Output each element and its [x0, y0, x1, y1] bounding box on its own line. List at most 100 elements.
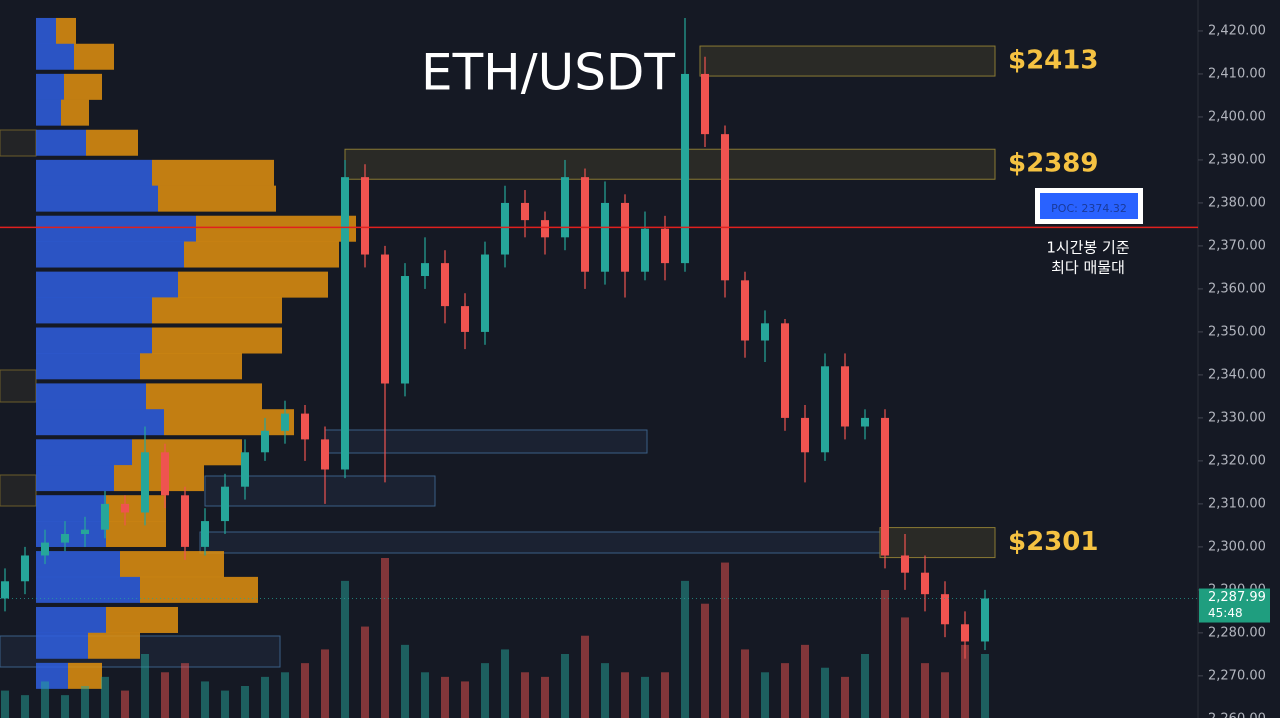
profile-bar: [36, 159, 152, 186]
volume-bar: [721, 562, 729, 718]
candle-body: [1, 581, 9, 599]
profile-bar: [36, 215, 196, 242]
zone-box: [0, 474, 37, 507]
zone-box: [204, 475, 436, 507]
volume-bar: [181, 663, 189, 718]
profile-bar: [106, 606, 178, 633]
volume-bar: [461, 681, 469, 718]
y-tick-label: 2,340.00: [1208, 367, 1266, 382]
volume-bar: [701, 603, 709, 718]
volume-bar: [761, 672, 769, 718]
profile-bar: [36, 17, 56, 44]
candle-body: [821, 366, 829, 453]
volume-bar: [381, 558, 389, 718]
candle-body: [401, 276, 409, 384]
profile-bar: [36, 73, 64, 100]
candle-body: [781, 323, 789, 418]
candle-body: [921, 572, 929, 595]
volume-bar: [641, 676, 649, 718]
volume-bar: [501, 649, 509, 718]
y-tick-label: 2,310.00: [1208, 496, 1266, 511]
candle-body: [341, 177, 349, 470]
candle-body: [521, 202, 529, 221]
candle-body: [41, 542, 49, 556]
profile-bar: [36, 185, 158, 212]
volume-bar: [201, 681, 209, 718]
level-box: [699, 45, 996, 77]
volume-bar: [581, 635, 589, 718]
profile-bar: [152, 327, 282, 354]
y-tick-label: 2,320.00: [1208, 453, 1266, 468]
volume-bar: [361, 626, 369, 718]
candle-body: [241, 452, 249, 487]
profile-bar: [164, 409, 294, 436]
volume-bar: [861, 654, 869, 718]
profile-bar: [132, 439, 242, 466]
volume-bar: [321, 649, 329, 718]
profile-bar: [140, 353, 242, 380]
volume-bar: [241, 686, 249, 718]
candle-body: [621, 202, 629, 272]
volume-bar: [561, 654, 569, 718]
poc-box: [1040, 193, 1138, 219]
volume-bar: [881, 590, 889, 718]
candle-body: [641, 228, 649, 272]
chart-title: ETH/USDT: [421, 44, 675, 102]
level-label: $2389: [1008, 149, 1098, 179]
y-tick-label: 2,360.00: [1208, 281, 1266, 296]
profile-bar: [36, 271, 178, 298]
poc-note: 최다 매물대: [1051, 259, 1125, 277]
profile-bar: [36, 632, 88, 659]
y-tick-label: 2,410.00: [1208, 66, 1266, 81]
candle-body: [961, 624, 969, 642]
candle-body: [881, 417, 889, 556]
countdown: 45:48: [1208, 606, 1243, 620]
candle-body: [461, 306, 469, 332]
profile-bar: [88, 632, 140, 659]
volume-bar: [621, 672, 629, 718]
candle-body: [281, 413, 289, 431]
y-tick-label: 2,270.00: [1208, 668, 1266, 683]
candle-body: [741, 280, 749, 341]
profile-bar: [140, 576, 258, 603]
volume-bar: [801, 644, 809, 718]
level-label: $2301: [1008, 527, 1098, 557]
y-tick-label: 2,400.00: [1208, 109, 1266, 124]
profile-bar: [146, 383, 262, 410]
candle-body: [221, 486, 229, 522]
volume-bar: [941, 672, 949, 718]
zone-box: [199, 531, 881, 554]
volume-bar: [261, 676, 269, 718]
candle-body: [361, 177, 369, 255]
candle-body: [481, 254, 489, 332]
candle-body: [581, 177, 589, 272]
profile-bar: [36, 495, 106, 522]
candle-body: [501, 202, 509, 255]
profile-bar: [64, 73, 102, 100]
profile-bar: [36, 327, 152, 354]
y-tick-label: 2,300.00: [1208, 539, 1266, 554]
y-tick-label: 2,330.00: [1208, 410, 1266, 425]
profile-bar: [36, 606, 106, 633]
volume-bar: [221, 690, 229, 718]
profile-bar: [178, 271, 328, 298]
volume-bar: [21, 695, 29, 718]
profile-bar: [114, 465, 204, 492]
poc-label: POC: 2374.32: [1051, 202, 1127, 215]
profile-bar: [36, 353, 140, 380]
y-tick-label: 2,370.00: [1208, 238, 1266, 253]
profile-bar: [120, 551, 224, 578]
volume-bar: [521, 672, 529, 718]
poc-note: 1시간봉 기준: [1046, 239, 1130, 257]
volume-bar: [661, 672, 669, 718]
profile-bar: [196, 215, 356, 242]
candle-body: [981, 598, 989, 642]
profile-bar: [184, 241, 339, 268]
volume-bar: [821, 667, 829, 718]
volume-bar: [981, 654, 989, 718]
volume-bar: [301, 663, 309, 718]
volume-bar: [41, 681, 49, 718]
candle-body: [761, 323, 769, 341]
candle-body: [81, 529, 89, 534]
volume-bar: [81, 686, 89, 718]
